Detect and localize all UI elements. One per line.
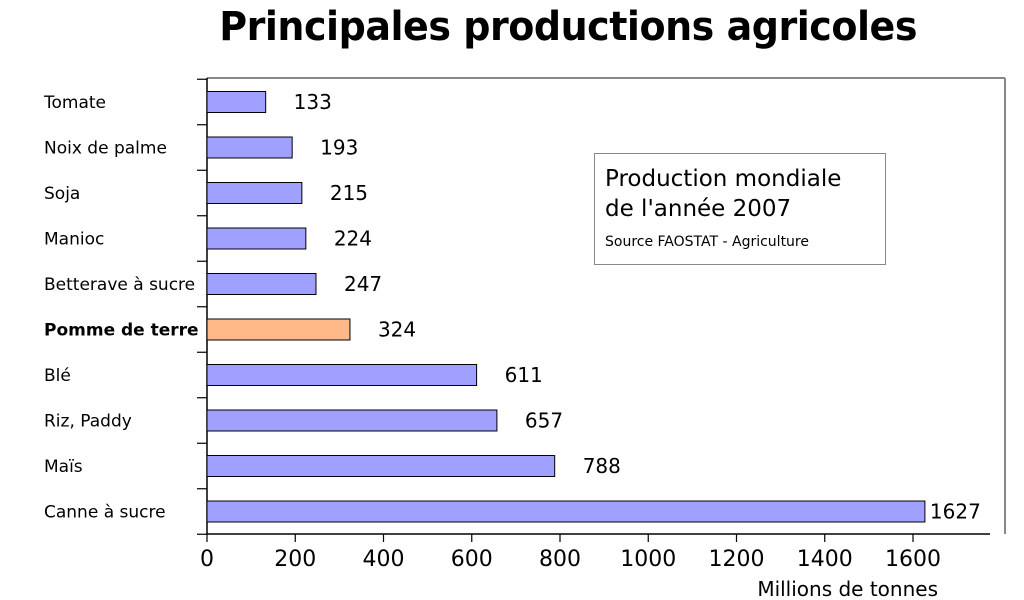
bar-0 (206, 91, 267, 113)
category-label-9: Canne à sucre (44, 503, 166, 523)
category-label-1: Noix de palme (44, 139, 167, 159)
bar-4 (206, 273, 317, 295)
category-label-5: Pomme de terre (44, 321, 199, 341)
category-label-3: Manioc (44, 230, 104, 250)
category-label-8: Maïs (44, 457, 83, 477)
annotation-line-2: de l'année 2007 (605, 196, 792, 222)
bar-2 (206, 182, 303, 204)
category-label-6: Blé (44, 366, 71, 386)
x-tick-label-7: 1400 (797, 547, 853, 572)
value-label-7: 657 (525, 409, 563, 433)
x-tick-label-4: 800 (539, 547, 581, 572)
annotation-line-1: Production mondiale (605, 166, 842, 192)
value-label-9: 1627 (930, 500, 981, 524)
value-label-1: 193 (320, 136, 358, 160)
x-tick-label-0: 0 (200, 547, 214, 572)
annotation-box: Production mondiale de l'année 2007 Sour… (594, 153, 886, 265)
bar-5 (206, 318, 351, 341)
category-label-7: Riz, Paddy (44, 412, 132, 432)
value-label-5: 324 (378, 318, 416, 342)
x-tick-label-5: 1000 (620, 547, 676, 572)
value-label-0: 133 (294, 90, 332, 114)
value-label-2: 215 (330, 181, 368, 205)
value-label-4: 247 (344, 272, 382, 296)
x-axis-title: Millions de tonnes (757, 577, 938, 600)
value-label-8: 788 (583, 454, 621, 478)
category-label-4: Betterave à sucre (44, 275, 195, 295)
x-tick-label-2: 400 (363, 547, 405, 572)
x-tick-label-1: 200 (274, 547, 316, 572)
category-label-2: Soja (44, 184, 80, 204)
value-label-3: 224 (334, 227, 372, 251)
bar-8 (206, 455, 556, 477)
x-tick-label-6: 1200 (709, 547, 765, 572)
value-label-6: 611 (505, 363, 543, 387)
annotation-source: Source FAOSTAT - Agriculture (605, 234, 809, 250)
bar-9 (206, 500, 926, 523)
x-tick-label-8: 1600 (885, 547, 941, 572)
bar-6 (206, 364, 478, 386)
bar-7 (206, 409, 498, 432)
category-label-0: Tomate (43, 93, 106, 113)
bar-3 (206, 227, 307, 250)
x-tick-label-3: 600 (451, 547, 493, 572)
chart-title: Principales productions agricoles (219, 4, 917, 50)
bar-1 (206, 136, 293, 159)
